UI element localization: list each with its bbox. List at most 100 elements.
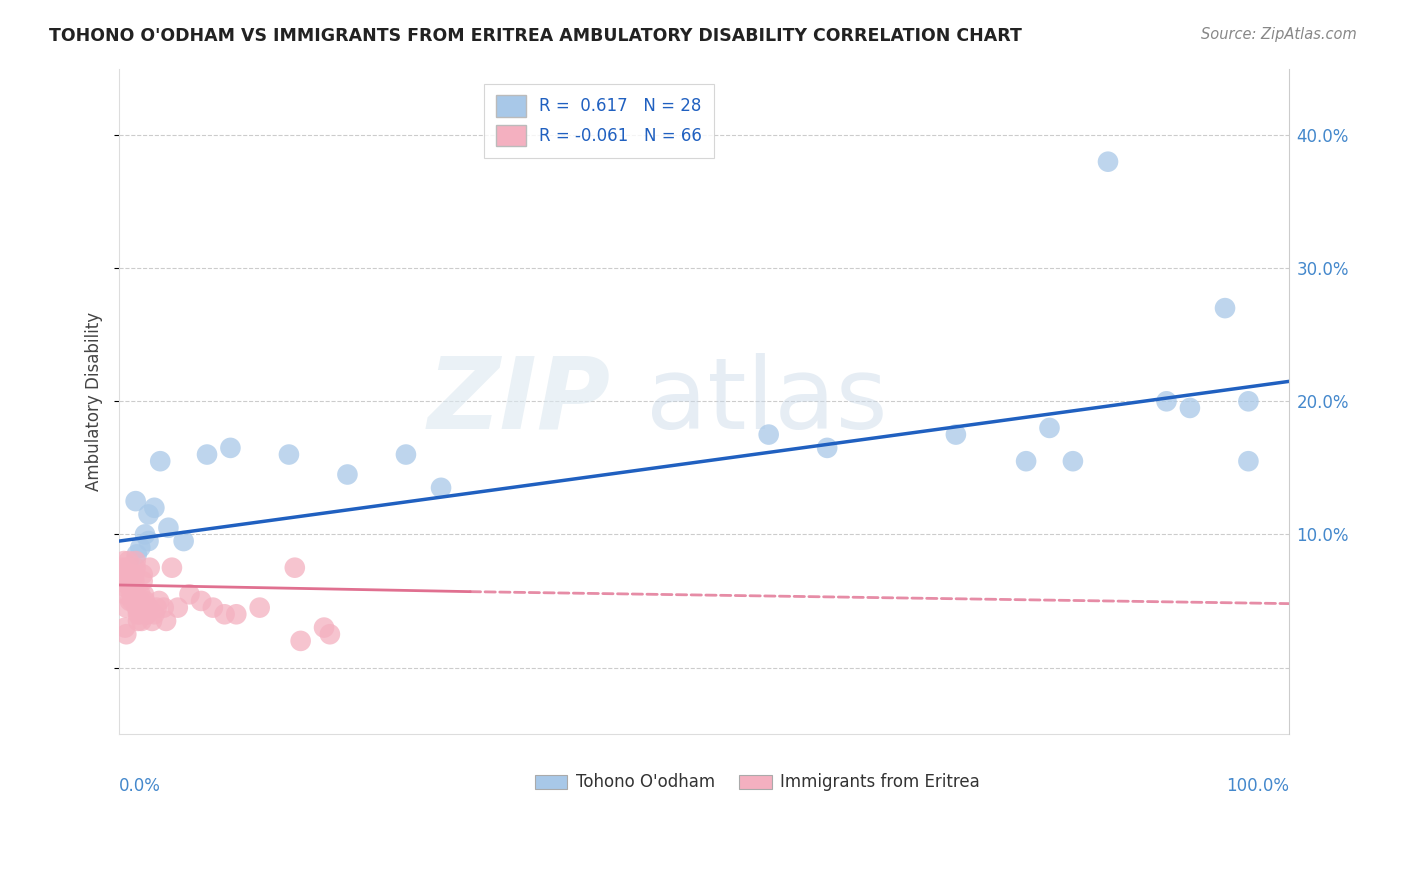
Point [430,481,453,495]
Point [110,574,132,588]
Point [118,581,141,595]
Text: ZIP: ZIP [427,353,610,450]
Point [134,600,156,615]
FancyBboxPatch shape [534,774,568,789]
Point [1213,301,1236,315]
Point [125,594,148,608]
Point [124,574,146,588]
Text: atlas: atlas [645,353,887,450]
Point [138,534,160,549]
Point [129,594,152,608]
Point [121,587,143,601]
Text: Tohono O'odham: Tohono O'odham [575,773,714,791]
Point [319,627,342,641]
Point [1097,154,1119,169]
Point [121,594,143,608]
Point [117,574,139,588]
Point [131,614,153,628]
Point [110,567,132,582]
Point [179,587,201,601]
Point [132,587,155,601]
Point [122,581,145,595]
Point [132,600,155,615]
Point [136,607,159,622]
Point [945,427,967,442]
Point [312,621,335,635]
Point [143,500,166,515]
Point [225,607,247,622]
Point [115,581,138,595]
Point [173,534,195,549]
Point [128,600,150,615]
Point [127,614,149,628]
Point [117,560,139,574]
Point [249,600,271,615]
Point [131,567,153,582]
Point [1237,454,1260,468]
Point [758,427,780,442]
Point [114,574,136,588]
Point [114,587,136,601]
FancyBboxPatch shape [740,774,772,789]
Point [124,560,146,574]
Point [134,594,156,608]
Point [138,508,160,522]
Point [120,567,142,582]
Point [143,607,166,622]
Point [125,600,148,615]
Point [160,560,183,574]
Point [1062,454,1084,468]
Point [290,633,312,648]
Point [395,448,418,462]
Point [336,467,359,482]
Text: TOHONO O'ODHAM VS IMMIGRANTS FROM ERITREA AMBULATORY DISABILITY CORRELATION CHAR: TOHONO O'ODHAM VS IMMIGRANTS FROM ERITRE… [49,27,1022,45]
Text: 0.0%: 0.0% [120,777,162,796]
Point [125,547,148,561]
Point [214,607,236,622]
Text: Immigrants from Eritrea: Immigrants from Eritrea [780,773,980,791]
Point [141,614,163,628]
Point [815,441,838,455]
Legend: R =  0.617   N = 28, R = -0.061   N = 66: R = 0.617 N = 28, R = -0.061 N = 66 [485,84,714,158]
Point [124,494,146,508]
Point [219,441,242,455]
Point [166,600,188,615]
Point [124,554,146,568]
Text: Source: ZipAtlas.com: Source: ZipAtlas.com [1201,27,1357,42]
Point [129,587,152,601]
Point [149,454,172,468]
Point [278,448,301,462]
Point [127,607,149,622]
Point [1015,454,1038,468]
Point [112,554,135,568]
Point [112,574,135,588]
Point [1038,421,1060,435]
Point [115,627,138,641]
Point [1156,394,1178,409]
Point [157,521,180,535]
Point [201,600,224,615]
Point [120,574,142,588]
Point [138,600,160,615]
Point [135,607,157,622]
Point [129,541,152,555]
Text: 100.0%: 100.0% [1226,777,1289,796]
Point [155,614,177,628]
Point [131,600,153,615]
Point [111,567,134,582]
Point [138,560,160,574]
Y-axis label: Ambulatory Disability: Ambulatory Disability [86,311,103,491]
Point [195,448,218,462]
Point [124,567,146,582]
Point [148,594,170,608]
Point [1237,394,1260,409]
Point [118,594,141,608]
Point [122,587,145,601]
Point [145,600,167,615]
Point [115,600,138,615]
Point [284,560,307,574]
Point [128,607,150,622]
Point [114,621,136,635]
Point [134,527,156,541]
Point [190,594,212,608]
